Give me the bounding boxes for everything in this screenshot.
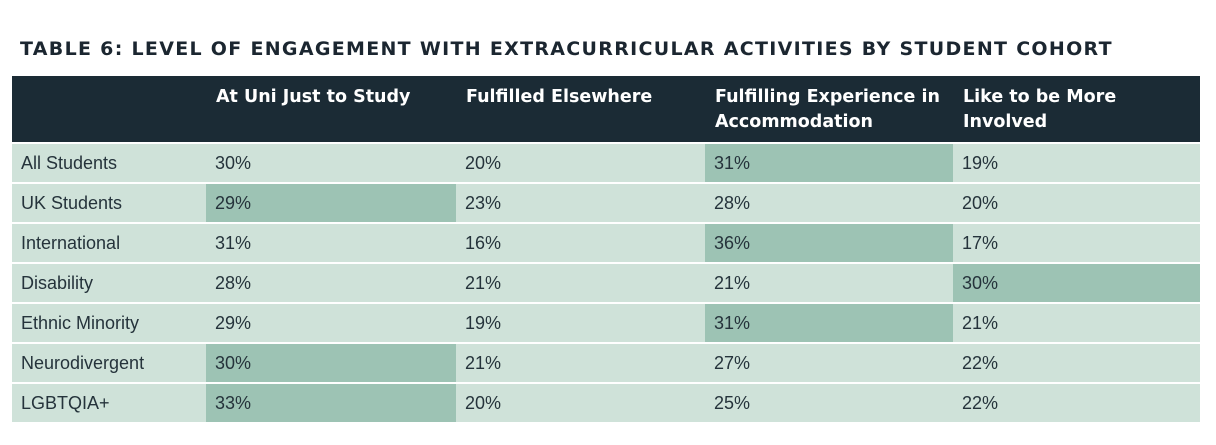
table-row: Ethnic Minority 29% 19% 31% 21% xyxy=(12,302,1200,342)
table-row: Disability 28% 21% 21% 30% xyxy=(12,262,1200,302)
table-cell: 20% xyxy=(456,382,705,422)
table-row: UK Students 29% 23% 28% 20% xyxy=(12,182,1200,222)
table-row: LGBTQIA+ 33% 20% 25% 22% xyxy=(12,382,1200,422)
table-cell: 21% xyxy=(456,262,705,302)
table-cell: 20% xyxy=(953,182,1200,222)
table-cell: 20% xyxy=(456,142,705,182)
table-cell: 36% xyxy=(705,222,953,262)
table-cell: 21% xyxy=(456,342,705,382)
table-cell: 27% xyxy=(705,342,953,382)
row-label: UK Students xyxy=(12,182,206,222)
row-label: Neurodivergent xyxy=(12,342,206,382)
table-row: International 31% 16% 36% 17% xyxy=(12,222,1200,262)
table-body: All Students 30% 20% 31% 19% UK Students… xyxy=(12,142,1200,422)
table-cell: 31% xyxy=(705,302,953,342)
row-label: Disability xyxy=(12,262,206,302)
table-cell: 25% xyxy=(705,382,953,422)
table-cell: 21% xyxy=(953,302,1200,342)
table-cell: 19% xyxy=(953,142,1200,182)
table-cell: 17% xyxy=(953,222,1200,262)
table-cell: 31% xyxy=(206,222,456,262)
table-cell: 28% xyxy=(705,182,953,222)
header-cell-more-involved: Like to be More Involved xyxy=(953,76,1200,142)
table-row: Neurodivergent 30% 21% 27% 22% xyxy=(12,342,1200,382)
table-cell: 23% xyxy=(456,182,705,222)
table-cell: 29% xyxy=(206,302,456,342)
header-row: At Uni Just to Study Fulfilled Elsewhere… xyxy=(12,76,1200,142)
table-cell: 21% xyxy=(705,262,953,302)
row-label: International xyxy=(12,222,206,262)
table-cell: 28% xyxy=(206,262,456,302)
table-cell: 29% xyxy=(206,182,456,222)
table-cell: 33% xyxy=(206,382,456,422)
engagement-table: At Uni Just to Study Fulfilled Elsewhere… xyxy=(12,76,1200,422)
table-cell: 22% xyxy=(953,342,1200,382)
header-cell-just-study: At Uni Just to Study xyxy=(206,76,456,142)
row-label: LGBTQIA+ xyxy=(12,382,206,422)
table-cell: 30% xyxy=(206,142,456,182)
header-cell-accommodation: Fulfilling Experience in Accommodation xyxy=(705,76,953,142)
table-cell: 31% xyxy=(705,142,953,182)
table-cell: 16% xyxy=(456,222,705,262)
table-cell: 30% xyxy=(206,342,456,382)
row-label: All Students xyxy=(12,142,206,182)
header-cell-fulfilled-elsewhere: Fulfilled Elsewhere xyxy=(456,76,705,142)
table-title: TABLE 6: LEVEL OF ENGAGEMENT WITH EXTRAC… xyxy=(20,38,1113,60)
table-cell: 19% xyxy=(456,302,705,342)
row-label: Ethnic Minority xyxy=(12,302,206,342)
table-header: At Uni Just to Study Fulfilled Elsewhere… xyxy=(12,76,1200,142)
table-row: All Students 30% 20% 31% 19% xyxy=(12,142,1200,182)
header-cell-cohort xyxy=(12,76,206,142)
table-cell: 30% xyxy=(953,262,1200,302)
table-cell: 22% xyxy=(953,382,1200,422)
